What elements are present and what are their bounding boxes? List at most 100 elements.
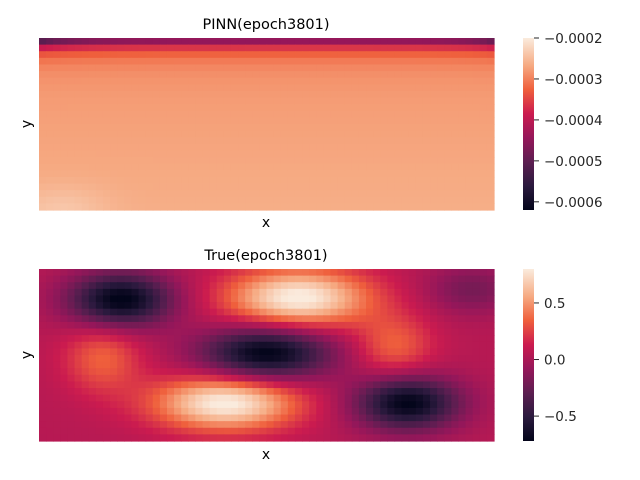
pinn-cell <box>188 196 197 204</box>
pinn-cell <box>387 190 396 198</box>
pinn-cell <box>422 44 431 52</box>
true-cell <box>415 282 424 290</box>
pinn-cell <box>358 196 367 204</box>
pinn-cell <box>81 117 90 125</box>
pinn-cell <box>88 57 97 66</box>
pinn-cell <box>67 77 76 85</box>
true-cell <box>238 368 246 376</box>
pinn-cell <box>380 97 388 105</box>
pinn-cell <box>138 84 147 92</box>
pinn-cell <box>458 176 467 185</box>
true-cell <box>152 388 161 396</box>
true-cell <box>60 434 69 442</box>
pinn-cell <box>323 203 332 211</box>
pinn-cell <box>166 176 175 185</box>
true-cell <box>479 308 488 316</box>
pinn-cell <box>302 130 310 138</box>
pinn-cell <box>238 51 246 59</box>
true-cell <box>39 315 47 323</box>
true-cell <box>479 407 488 416</box>
pinn-cell <box>437 77 445 85</box>
pinn-cell <box>415 170 424 178</box>
true-cell <box>74 368 83 376</box>
pinn-cell <box>88 64 97 72</box>
true-cell <box>110 315 118 323</box>
pinn-cell <box>46 84 54 92</box>
true-cell <box>209 275 218 283</box>
pinn-cell <box>472 157 481 165</box>
pinn-cell <box>209 117 218 125</box>
pinn-cell <box>430 163 438 171</box>
pinn-cell <box>422 176 431 185</box>
true-cell <box>53 427 61 435</box>
pinn-cell <box>266 77 275 85</box>
true-cell <box>337 401 346 409</box>
pinn-cell <box>337 117 346 125</box>
true-cell <box>358 434 367 442</box>
pinn-cell <box>188 117 197 125</box>
pinn-cell <box>174 163 182 171</box>
true-cell <box>60 348 69 356</box>
true-cell <box>102 315 111 323</box>
true-cell <box>131 381 140 389</box>
pinn-cell <box>88 44 97 52</box>
pinn-cell <box>252 157 260 165</box>
true-cell <box>337 269 346 277</box>
true-cell <box>266 394 275 402</box>
pinn-cell <box>394 137 403 145</box>
pinn-cell <box>294 104 303 112</box>
true-cell <box>472 381 481 389</box>
true-cell <box>323 434 332 442</box>
true-cell <box>159 355 168 363</box>
true-cell <box>202 282 211 290</box>
pinn-cell <box>195 90 204 99</box>
true-cell <box>472 275 481 283</box>
true-cell <box>223 407 232 416</box>
true-cell <box>422 355 431 363</box>
pinn-cell <box>223 71 232 79</box>
true-cell <box>145 302 154 310</box>
true-cell <box>159 414 168 422</box>
pinn-cell <box>394 97 403 105</box>
true-cell <box>159 321 168 330</box>
true-cell <box>131 421 140 429</box>
pinn-cell <box>53 124 61 132</box>
true-cell <box>465 407 474 416</box>
pinn-cell <box>430 203 438 211</box>
pinn-cell <box>159 84 168 92</box>
true-cell <box>46 388 54 396</box>
true-cell <box>259 321 268 330</box>
true-cell <box>358 427 367 435</box>
pinn-cell <box>330 130 339 138</box>
pinn-cell <box>302 157 310 165</box>
true-cell <box>294 355 303 363</box>
true-cell <box>472 269 481 277</box>
pinn-cell <box>216 183 225 191</box>
pinn-cell <box>373 157 381 165</box>
true-cell <box>408 355 417 363</box>
pinn-cell <box>145 163 154 171</box>
pinn-cell <box>444 150 452 158</box>
true-cell <box>373 315 381 323</box>
true-cell <box>188 269 197 277</box>
true-cell <box>230 275 239 283</box>
pinn-cell <box>437 84 445 92</box>
pinn-cell <box>458 71 467 79</box>
true-cell <box>259 427 268 435</box>
pinn-cell <box>458 51 467 59</box>
pinn-cell <box>479 84 488 92</box>
true-cell <box>380 414 388 422</box>
true-cell <box>394 341 403 349</box>
true-cell <box>316 421 324 429</box>
pinn-cell <box>259 170 268 178</box>
pinn-cell <box>152 176 161 185</box>
true-cell <box>60 421 69 429</box>
pinn-cell <box>67 130 76 138</box>
true-cell <box>74 321 83 330</box>
pinn-cell <box>394 190 403 198</box>
pinn-cell <box>110 150 118 158</box>
pinn-cell <box>451 124 460 132</box>
true-cell <box>202 348 211 356</box>
true-cell <box>88 302 97 310</box>
pinn-cell <box>95 203 104 211</box>
